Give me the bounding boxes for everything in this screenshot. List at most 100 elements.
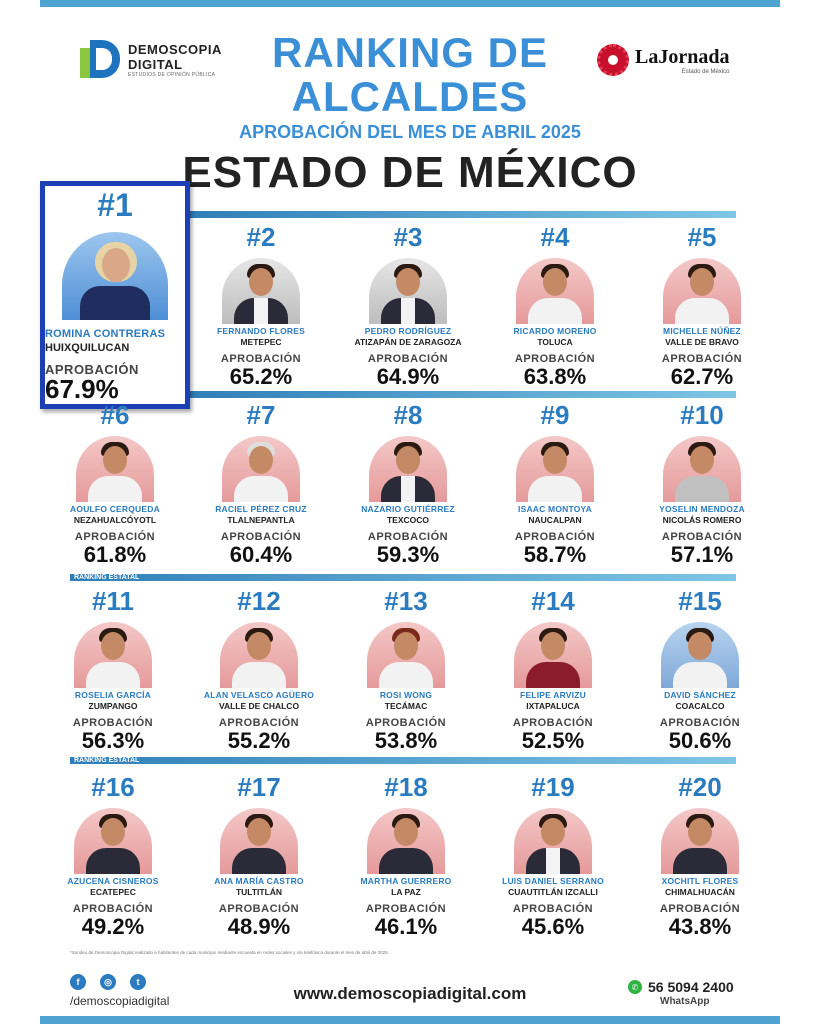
- mayor-name: ROSELIA GARCÍA: [74, 690, 152, 700]
- approval-label: APROBACIÓN: [72, 903, 154, 915]
- municipality: TOLUCA: [537, 337, 573, 347]
- municipality: COACALCO: [675, 701, 725, 711]
- mayor-name: MICHELLE NÚÑEZ: [663, 326, 741, 336]
- title-line1: RANKING DE: [271, 29, 548, 76]
- rank-number: #18: [384, 772, 428, 802]
- approval-label: APROBACIÓN: [220, 531, 302, 543]
- approval-label: APROBACIÓN: [72, 717, 154, 729]
- approval-percent: 53.8%: [374, 728, 438, 753]
- mayor-photo: [74, 808, 152, 874]
- mayor-name: LUIS DANIEL SERRANO: [502, 876, 604, 886]
- mayor-photo: [222, 436, 300, 502]
- municipality: NICOLÁS ROMERO: [662, 515, 742, 525]
- approval-label: APROBACIÓN: [45, 362, 139, 377]
- municipality: ATIZAPÁN DE ZARAGOZA: [354, 337, 462, 347]
- approval-label: APROBACIÓN: [512, 717, 594, 729]
- phone-number[interactable]: 56 5094 2400: [648, 979, 734, 995]
- approval-percent: 64.9%: [376, 364, 440, 389]
- approval-label: APROBACIÓN: [512, 903, 594, 915]
- approval-label: APROBACIÓN: [220, 353, 302, 365]
- mayor-name: PEDRO RODRÍGUEZ: [364, 326, 452, 336]
- approval-percent: 48.9%: [227, 914, 291, 939]
- approval-label: APROBACIÓN: [74, 531, 156, 543]
- mayor-name: MARTHA GUERRERO: [360, 876, 452, 886]
- mayor-photo: [220, 808, 298, 874]
- approval-label: APROBACIÓN: [514, 531, 596, 543]
- mayor-name: FERNANDO FLORES: [217, 326, 305, 336]
- approval-percent: 60.4%: [229, 542, 293, 567]
- municipality: TULTITLÁN: [235, 887, 283, 897]
- municipality: VALLE DE CHALCO: [218, 701, 300, 711]
- mayor-name: ANA MARÍA CASTRO: [214, 876, 304, 886]
- municipality: METEPEC: [240, 337, 282, 347]
- top-bar: [40, 0, 780, 7]
- rank-number: #16: [91, 772, 135, 802]
- lajornada-sun-icon: [597, 44, 629, 76]
- approval-label: APROBACIÓN: [365, 903, 447, 915]
- brand-right-name: LaJornada: [635, 45, 730, 68]
- mayor-name: ALAN VELASCO AGÜERO: [203, 690, 315, 700]
- rank-number: #20: [678, 772, 722, 802]
- twitter-icon[interactable]: t: [130, 974, 146, 990]
- social-handle[interactable]: /demoscopiadigital: [70, 994, 170, 1008]
- website-link[interactable]: www.demoscopiadigital.com: [293, 984, 527, 1003]
- municipality: ECATEPEC: [90, 887, 136, 897]
- brand-right-tagline: Estado de México: [681, 68, 730, 75]
- facebook-icon[interactable]: f: [70, 974, 86, 990]
- social-icons: f ◎ t: [70, 974, 146, 990]
- rank-number: #9: [540, 400, 570, 430]
- ranking-card: #19 LUIS DANIEL SERRANO CUAUTITLÁN IZCAL…: [488, 772, 618, 952]
- rank-number: #11: [92, 586, 134, 616]
- ranking-card: #15 DAVID SÁNCHEZ COACALCO APROBACIÓN 50…: [635, 586, 765, 766]
- mayor-photo: [516, 436, 594, 502]
- mayor-photo: [369, 258, 447, 324]
- ranking-card: #6 AOULFO CERQUEDA NEZAHUALCÓYOTL APROBA…: [50, 400, 180, 580]
- approval-percent: 58.7%: [523, 542, 587, 567]
- ranking-card: #9 ISAAC MONTOYA NAUCALPAN APROBACIÓN 58…: [490, 400, 620, 580]
- municipality: LA PAZ: [391, 887, 421, 897]
- ranking-card: #2 FERNANDO FLORES METEPEC APROBACIÓN 65…: [196, 222, 326, 402]
- approval-percent: 49.2%: [81, 914, 145, 939]
- subtitle: APROBACIÓN DEL MES DE ABRIL 2025: [239, 122, 581, 142]
- instagram-icon[interactable]: ◎: [100, 974, 116, 990]
- rank-number: #12: [237, 586, 281, 616]
- mayor-name: YOSELIN MENDOZA: [659, 504, 745, 514]
- approval-label: APROBACIÓN: [367, 531, 449, 543]
- approval-percent: 50.6%: [668, 728, 732, 753]
- municipality: CHIMALHUACÁN: [665, 887, 735, 897]
- approval-percent: 63.8%: [523, 364, 587, 389]
- approval-percent: 67.9%: [45, 374, 119, 404]
- mayor-name: AOULFO CERQUEDA: [70, 504, 160, 514]
- state-title: ESTADO DE MÉXICO: [182, 148, 638, 197]
- ranking-card: #11 ROSELIA GARCÍA ZUMPANGO APROBACIÓN 5…: [48, 586, 178, 766]
- municipality: ZUMPANGO: [88, 701, 138, 711]
- mayor-photo: [74, 622, 152, 688]
- municipality: CUAUTITLÁN IZCALLI: [508, 887, 598, 897]
- ranking-card: #3 PEDRO RODRÍGUEZ ATIZAPÁN DE ZARAGOZA …: [343, 222, 473, 402]
- ranking-card: #8 NAZARIO GUTIÉRREZ TEXCOCO APROBACIÓN …: [343, 400, 473, 580]
- ranking-card: #13 ROSI WONG TECÁMAC APROBACIÓN 53.8%: [341, 586, 471, 766]
- row-band: [70, 574, 736, 581]
- ranking-card: #20 XOCHITL FLORES CHIMALHUACÁN APROBACI…: [635, 772, 765, 952]
- approval-percent: 55.2%: [227, 728, 291, 753]
- approval-label: APROBACIÓN: [367, 353, 449, 365]
- municipality: IXTAPALUCA: [526, 701, 580, 711]
- approval-percent: 65.2%: [229, 364, 293, 389]
- approval-percent: 46.1%: [374, 914, 438, 939]
- rank-number: #13: [384, 586, 428, 616]
- approval-percent: 61.8%: [83, 542, 147, 567]
- approval-label: APROBACIÓN: [514, 353, 596, 365]
- whatsapp-label: WhatsApp: [660, 996, 710, 1007]
- rank-number: #8: [393, 400, 423, 430]
- approval-label: APROBACIÓN: [659, 717, 741, 729]
- mayor-photo: [663, 258, 741, 324]
- lajornada-logo: LaJornada Estado de México: [597, 42, 747, 78]
- mayor-photo: [663, 436, 741, 502]
- approval-label: APROBACIÓN: [365, 717, 447, 729]
- mayor-photo: [62, 232, 168, 320]
- approval-percent: 56.3%: [81, 728, 145, 753]
- rank-number: #15: [678, 586, 722, 616]
- row-band: [70, 757, 736, 764]
- mayor-name: XOCHITL FLORES: [661, 876, 739, 886]
- rank-number: #1: [97, 187, 133, 223]
